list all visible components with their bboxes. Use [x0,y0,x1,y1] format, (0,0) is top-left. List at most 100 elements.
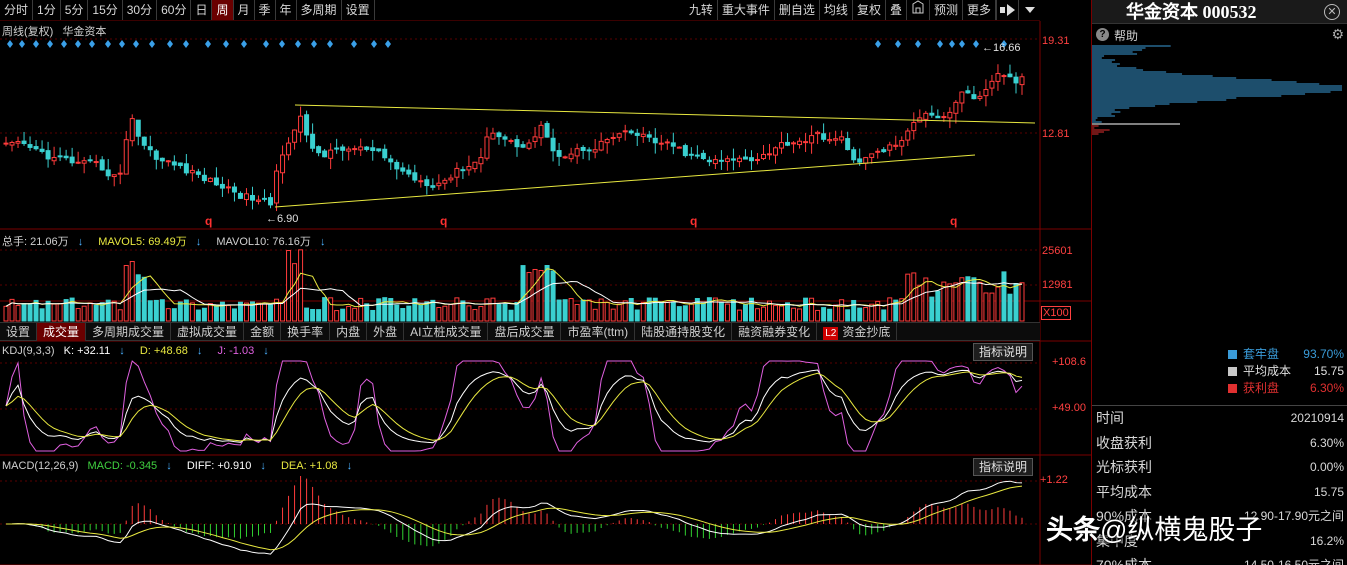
sign-icon[interactable] [907,0,930,20]
dropdown-icon[interactable] [1018,0,1040,20]
period-tab-8[interactable]: 月 [234,0,255,20]
signal-diamond [937,40,943,48]
legend-row-0: 套牢盘 93.70% [1092,346,1347,363]
macd-explain-button[interactable]: 指标说明 [973,458,1033,476]
kdj-k: K: +32.11 ↓ [63,345,125,357]
period-label: 周线(复权) [2,26,54,38]
volume-tab-4[interactable]: 金额 [244,323,282,341]
signal-diamond [167,40,173,48]
mavol10: MAVOL10: 76.16万 ↓ [216,236,326,248]
volume-tab-10[interactable]: 市盈率(ttm) [561,323,636,341]
macd-axis-top: +1.22 [1040,474,1068,486]
signal-diamond [47,40,53,48]
period-tabs: 分时 1分 5分 15分 30分 60分日周月季年多周期 设置 [0,0,375,21]
signal-diamond [973,40,979,48]
q-marker: q [950,214,957,228]
macd-dea: DEA: +1.08 ↓ [280,460,353,472]
gear-icon[interactable]: ⚙ [1331,26,1344,42]
more-button[interactable]: 更多 [963,0,996,20]
signal-diamond [949,40,955,48]
signal-diamond [311,40,317,48]
signal-diamond [205,40,211,48]
period-tab-3[interactable]: 15分 [88,0,123,20]
period-tab-11[interactable]: 多周期 [297,0,342,20]
signal-diamond [385,40,391,48]
signal-diamond [959,40,965,48]
macd-diff: DIFF: +0.910 ↓ [186,460,266,472]
close-icon[interactable]: ✕ [1324,4,1340,20]
volume-tab-3[interactable]: 虚拟成交量 [171,323,245,341]
period-tab-0[interactable]: 分时 [0,0,34,20]
period-tab-4[interactable]: 30分 [123,0,158,20]
macd-histogram [11,476,1023,547]
volume-tab-11[interactable]: 陆股通持股变化 [635,323,733,341]
volume-tab-13[interactable]: L2 资金抄底 [817,323,898,341]
tool-button-4[interactable]: 复权 [853,0,886,20]
watermark-name: @纵横鬼股子 [1100,515,1263,545]
info-row-6: 70%成本 14.50-16.50元之间 [1096,557,1344,565]
chart-canvas[interactable]: q q q q ←16.66 ←6.90 [0,21,1091,565]
volume-total: 总手: 21.06万 ↓ [2,236,84,248]
signal-diamond [75,40,81,48]
info-row-3: 平均成本 15.75 [1096,483,1344,500]
volume-tab-0[interactable]: 设置 [0,323,38,341]
period-toolbar: 分时 1分 5分 15分 30分 60分日周月季年多周期 设置 九转 重大事件 删自选 均线 复权叠… [0,0,1040,21]
question-icon[interactable]: ? [1096,28,1109,41]
signal-diamond [351,40,357,48]
macd-title: MACD(12,26,9) MACD: -0.345 ↓ DIFF: +0.91… [2,460,364,472]
info-row-5: 集中度 16.2% [1096,532,1344,549]
kdj-j-line [5,360,1023,452]
macd-name: MACD(12,26,9) [2,460,79,472]
tool-button-5[interactable]: 叠 [886,0,907,20]
kdj-axis-mid: +49.00 [1052,402,1086,414]
tool-button-2[interactable]: 删自选 [775,0,820,20]
watermark-prefix: 头条 [1046,515,1100,545]
volume-tab-2[interactable]: 多周期成交量 [86,323,172,341]
period-tab-6[interactable]: 日 [191,0,213,20]
tool-button-1[interactable]: 重大事件 [718,0,775,20]
period-tab-7[interactable]: 周 [212,0,234,20]
chart-area[interactable]: q q q q ←16.66 ←6.90 周线(复权) 华金资本 19.31 12.81 … [0,21,1091,565]
volume-tab-9[interactable]: 盘后成交量 [488,323,562,341]
trendline-upper [294,104,1036,124]
trendline-lower [274,154,976,208]
period-tab-9[interactable]: 季 [255,0,276,20]
tool-button-3[interactable]: 均线 [820,0,853,20]
signal-diamond [295,40,301,48]
tool-button-0[interactable]: 九转 [685,0,718,20]
volume-tab-1[interactable]: 成交量 [37,323,87,341]
volume-tab-7[interactable]: 外盘 [367,323,405,341]
q-marker: q [205,214,212,228]
signal-diamond [61,40,67,48]
tool-button-7[interactable]: 预测 [930,0,963,20]
period-tab-10[interactable]: 年 [276,0,297,20]
signal-diamond [223,40,229,48]
kdj-axis-top: +108.6 [1052,356,1086,368]
chip-distribution-panel: 华金资本 000532 ✕ ? 帮助 ⚙ 套牢盘 93.70% 平均成本 15.75 获… [1091,0,1347,565]
period-tab-2[interactable]: 5分 [61,0,89,20]
volume-tab-5[interactable]: 换手率 [281,323,331,341]
volume-tab-8[interactable]: AI立桩成交量 [404,323,489,341]
cost-legend: 套牢盘 93.70% 平均成本 15.75 获利盘 6.30% [1092,346,1347,397]
help-label[interactable]: 帮助 [1114,29,1139,43]
signal-diamond [105,40,111,48]
period-tab-5[interactable]: 60分 [157,0,192,20]
signal-diamond [133,40,139,48]
q-marker: q [440,214,447,228]
volume-indicator-tabs: 设置 成交量 多周期成交量 虚拟成交量 金额 换手率 内盘 外盘 AI立桩成交量 盘后成交量 市盈率… [0,322,1040,341]
kdj-explain-button[interactable]: 指标说明 [973,343,1033,361]
volume-tab-12[interactable]: 融资融券变化 [732,323,818,341]
info-row-2: 光标获利 0.00% [1096,459,1344,475]
low-price-label: ←6.90 [266,213,298,225]
signal-diamond [149,40,155,48]
period-tab-1[interactable]: 1分 [33,0,61,20]
watermark: 头条@纵横鬼股子 [1046,508,1262,548]
price-axis-mid: 12.81 [1042,128,1070,140]
signal-diamond [183,40,189,48]
export-icon[interactable] [996,0,1018,20]
volume-tab-6[interactable]: 内盘 [330,323,368,341]
kdj-d: D: +48.68 ↓ [139,345,203,357]
legend-row-2: 获利盘 6.30% [1092,380,1347,397]
period-tab-12[interactable]: 设置 [342,0,375,20]
signal-diamond [875,40,881,48]
